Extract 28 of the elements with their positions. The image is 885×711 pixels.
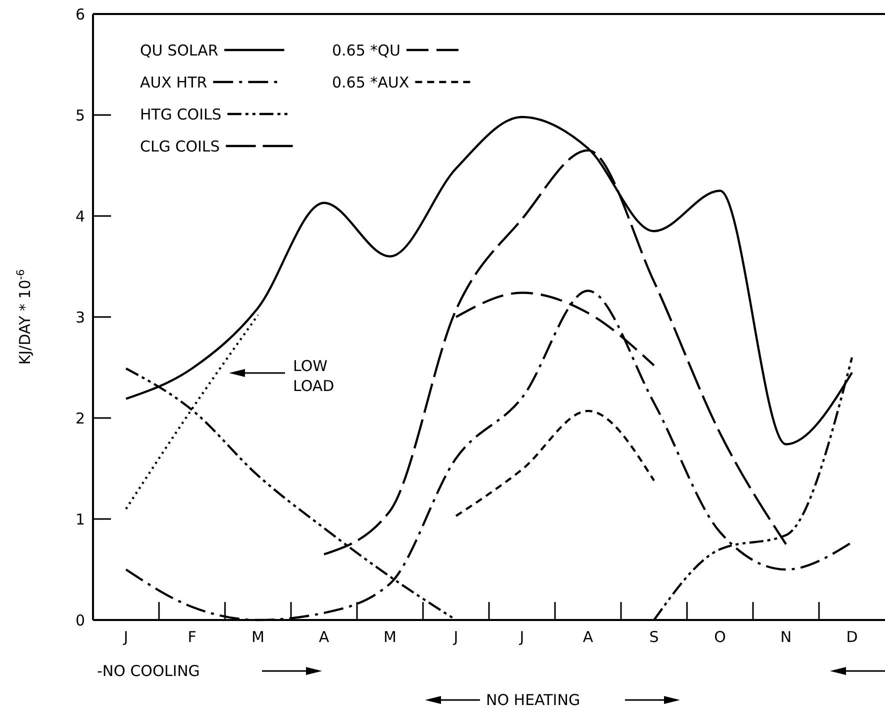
y-tick-label: 6 — [75, 5, 85, 24]
annotation: LOW LOAD — [293, 357, 334, 395]
y-tick-label: 1 — [75, 510, 85, 528]
x-tick-label: J — [518, 628, 524, 646]
text: NO HEATING — [486, 691, 580, 709]
y-tick-label: 4 — [75, 207, 85, 226]
legend-label: 0.65 *QU — [332, 41, 400, 60]
x-tick-label: O — [714, 628, 726, 646]
legend-label: QU SOLAR — [140, 41, 218, 60]
x-tick-label: A — [582, 628, 594, 646]
x-tick-label: F — [188, 628, 196, 646]
x-tick-label: S — [649, 628, 659, 646]
y-tick-label: 2 — [75, 409, 85, 428]
x-tick-label: D — [846, 628, 858, 646]
x-tick-label: M — [252, 628, 264, 646]
legend-label: 0.65 *AUX — [332, 73, 410, 92]
text: -NO COOLING — [97, 662, 200, 680]
x-tick-label: M — [384, 628, 396, 646]
y-tick-label: 3 — [75, 308, 85, 326]
x-tick-label: A — [318, 628, 330, 646]
y-tick-label: 5 — [75, 106, 85, 124]
x-tick-label: N — [780, 628, 792, 646]
legend-label: AUX HTR — [140, 73, 208, 92]
legend-label: CLG COILS — [140, 137, 220, 156]
y-tick-label: 0 — [75, 611, 85, 630]
legend-label: HTG COILS — [140, 105, 222, 124]
x-tick-label: J — [452, 628, 458, 646]
x-tick-label: J — [122, 628, 128, 646]
